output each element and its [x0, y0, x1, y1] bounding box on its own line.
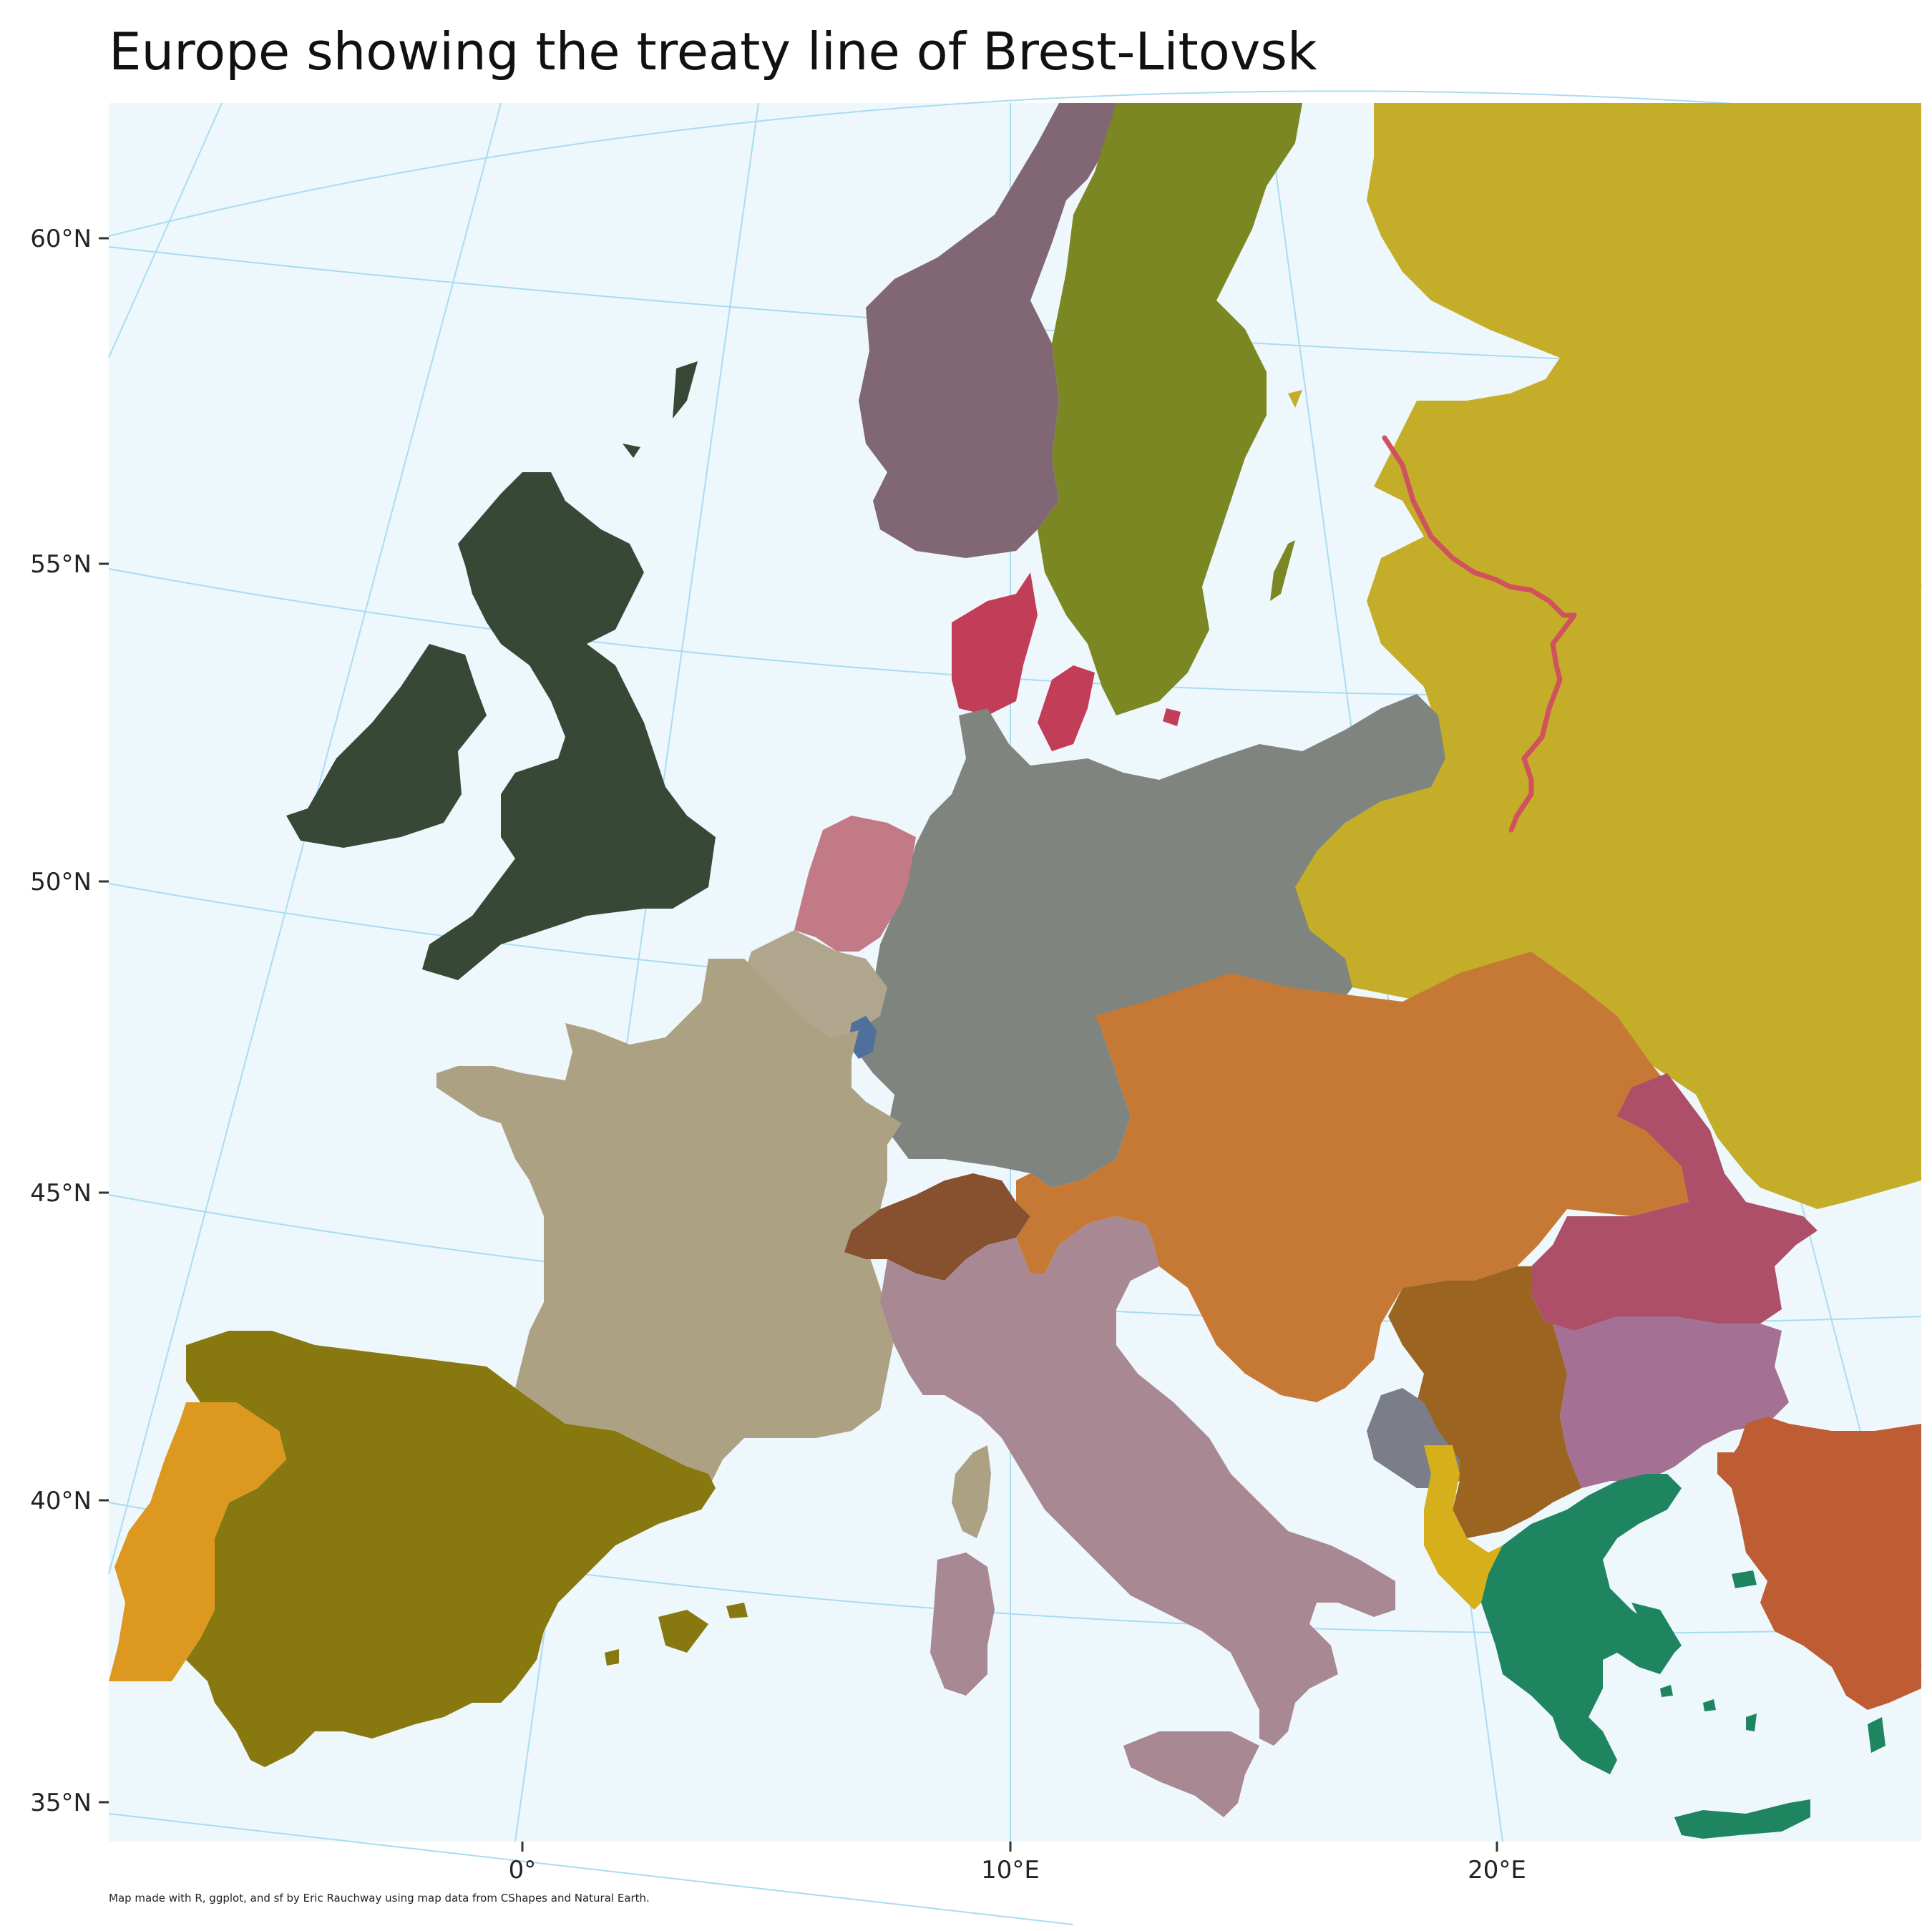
- lat-label-55: 55°N: [30, 550, 92, 579]
- russia: [1288, 103, 1921, 1209]
- belgium: [744, 930, 887, 1037]
- aegean-island-2: [1703, 1699, 1716, 1711]
- lat-label-35: 35°N: [30, 1789, 92, 1817]
- aegean-island-3: [1746, 1714, 1757, 1731]
- map-caption: Map made with R, ggplot, and sf by Eric …: [109, 1892, 650, 1905]
- germany: [852, 694, 1445, 1188]
- axis-ticks: [99, 237, 1498, 1852]
- lon-label-0: 0°: [509, 1856, 537, 1884]
- euboea: [1631, 1603, 1682, 1653]
- denmark: [952, 572, 1038, 715]
- orkney-islands: [623, 444, 640, 458]
- norway: [859, 103, 1116, 558]
- graticule-lat-65: [108, 90, 1922, 237]
- netherlands: [794, 816, 916, 952]
- serbia: [1388, 1266, 1581, 1538]
- austria-hungary: [1016, 952, 1717, 1402]
- lon-label-20e: 20°E: [1468, 1856, 1526, 1884]
- sardinia: [930, 1553, 995, 1696]
- shetland-islands: [673, 361, 698, 419]
- greece: [1481, 1474, 1682, 1774]
- ibiza: [605, 1649, 619, 1666]
- lat-label-45: 45°N: [30, 1179, 92, 1208]
- denmark-zealand: [1038, 665, 1095, 751]
- map-title: Europe showing the treaty line of Brest-…: [109, 21, 1317, 82]
- gotland: [1270, 540, 1295, 601]
- lat-label-50: 50°N: [30, 868, 92, 896]
- mallorca: [658, 1610, 708, 1653]
- italy: [880, 1216, 1395, 1746]
- great-britain: [422, 472, 716, 980]
- lesbos: [1732, 1570, 1757, 1588]
- france: [436, 959, 902, 1488]
- bornholm: [1163, 708, 1181, 726]
- crete: [1674, 1799, 1810, 1839]
- lat-label-60: 60°N: [30, 225, 92, 253]
- luxembourg: [848, 1016, 877, 1059]
- corsica: [952, 1445, 991, 1538]
- portugal: [109, 1402, 286, 1681]
- lon-label-10e: 10°E: [981, 1856, 1040, 1884]
- ottoman-thrace: [1717, 1452, 1753, 1488]
- romania: [1531, 1073, 1818, 1331]
- bulgaria: [1553, 1316, 1789, 1488]
- graticule-lat-35: [108, 1813, 1074, 1925]
- ottoman-empire: [1724, 1417, 1921, 1710]
- menorca: [726, 1603, 748, 1618]
- graticule-lon-m10: [108, 102, 223, 358]
- latitude-labels: 60°N 55°N 50°N 45°N 40°N 35°N: [30, 225, 92, 1817]
- switzerland: [844, 1173, 1030, 1281]
- sweden: [1038, 103, 1302, 715]
- longitude-labels: 0° 10°E 20°E: [509, 1856, 1526, 1884]
- brest-litovsk-treaty-line: [1382, 435, 1577, 833]
- ireland: [286, 644, 487, 848]
- aland-island: [1288, 390, 1302, 408]
- rhodes: [1868, 1717, 1885, 1753]
- aegean-island-1: [1660, 1685, 1673, 1697]
- albania: [1424, 1445, 1503, 1610]
- lat-label-40: 40°N: [30, 1487, 92, 1515]
- sicily: [1123, 1731, 1259, 1817]
- countries: [109, 103, 1921, 1839]
- spain: [186, 1331, 716, 1767]
